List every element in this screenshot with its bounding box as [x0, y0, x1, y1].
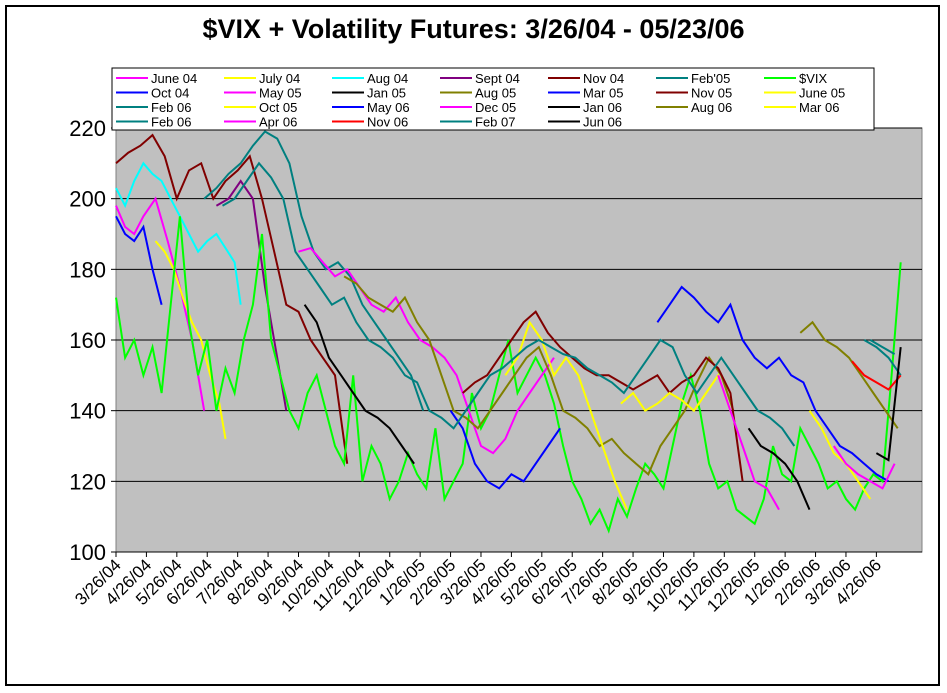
legend-label: Apr 06 — [259, 115, 297, 130]
series-line — [504, 320, 628, 510]
legend-label: Mar 05 — [583, 86, 623, 101]
legend-label: May 05 — [259, 86, 302, 101]
legend-label: Nov 06 — [367, 115, 408, 130]
y-tick-label: 220 — [69, 116, 106, 141]
series-line — [462, 310, 744, 482]
legend-label: Feb 06 — [151, 115, 191, 130]
legend-label: Aug 06 — [691, 100, 732, 115]
y-tick-label: 180 — [69, 257, 106, 282]
legend-label: Jan 06 — [583, 100, 622, 115]
series-line — [620, 373, 732, 413]
series-line — [115, 196, 206, 411]
legend-label: Dec 05 — [475, 100, 516, 115]
legend-label: May 06 — [367, 100, 410, 115]
legend: June 04 July 04 Aug 04 Sept 04 Nov 04 Feb'05 $… — [111, 67, 875, 131]
legend-label: June 04 — [151, 71, 197, 86]
legend-label: Aug 04 — [367, 71, 408, 86]
series-line — [449, 410, 561, 490]
x-axis: 3/26/044/26/045/26/046/26/047/26/048/26/… — [71, 551, 922, 616]
series-line — [343, 275, 735, 476]
legend-label: Feb 06 — [151, 100, 191, 115]
legend-label: Mar 06 — [799, 100, 839, 115]
y-tick-label: 140 — [69, 399, 106, 424]
y-axis: 100 120 140 160 180 200 220 — [69, 116, 116, 565]
legend-label: Jun 06 — [583, 115, 622, 130]
legend-label: Jan 05 — [367, 86, 406, 101]
series-line — [799, 320, 899, 429]
legend-label: June 05 — [799, 86, 845, 101]
legend-label: Oct 05 — [259, 100, 297, 115]
legend-label: Sept 04 — [475, 71, 520, 86]
series-line — [717, 374, 780, 511]
legend-label: Nov 05 — [691, 86, 732, 101]
legend-label: Feb'05 — [691, 71, 730, 86]
series-line — [221, 161, 796, 447]
series-line — [863, 339, 902, 376]
series-line — [656, 285, 890, 483]
y-tick-label: 160 — [69, 328, 106, 353]
series-layer — [115, 130, 902, 534]
series-line — [808, 410, 872, 500]
y-tick-label: 120 — [69, 469, 106, 494]
y-tick-label: 100 — [69, 540, 106, 565]
legend-label: Feb 07 — [475, 115, 515, 130]
series-line — [869, 339, 896, 355]
legend-label: July 04 — [259, 71, 300, 86]
series-line — [832, 445, 896, 490]
legend-label: Aug 05 — [475, 86, 516, 101]
series-line — [851, 360, 902, 391]
chart-title: $VIX + Volatility Futures: 3/26/04 - 05/… — [202, 14, 745, 44]
series-line — [115, 215, 163, 305]
series-line — [747, 427, 811, 510]
series-line — [115, 216, 902, 534]
legend-label: Oct 04 — [151, 86, 189, 101]
series-line — [303, 304, 415, 465]
series-line — [154, 240, 227, 440]
series-line — [875, 346, 902, 462]
legend-label: Nov 04 — [583, 71, 624, 86]
legend-label: $VIX — [799, 71, 828, 86]
series-line — [115, 133, 349, 464]
series-line — [298, 246, 555, 455]
y-tick-label: 200 — [69, 187, 106, 212]
series-line — [215, 179, 288, 411]
